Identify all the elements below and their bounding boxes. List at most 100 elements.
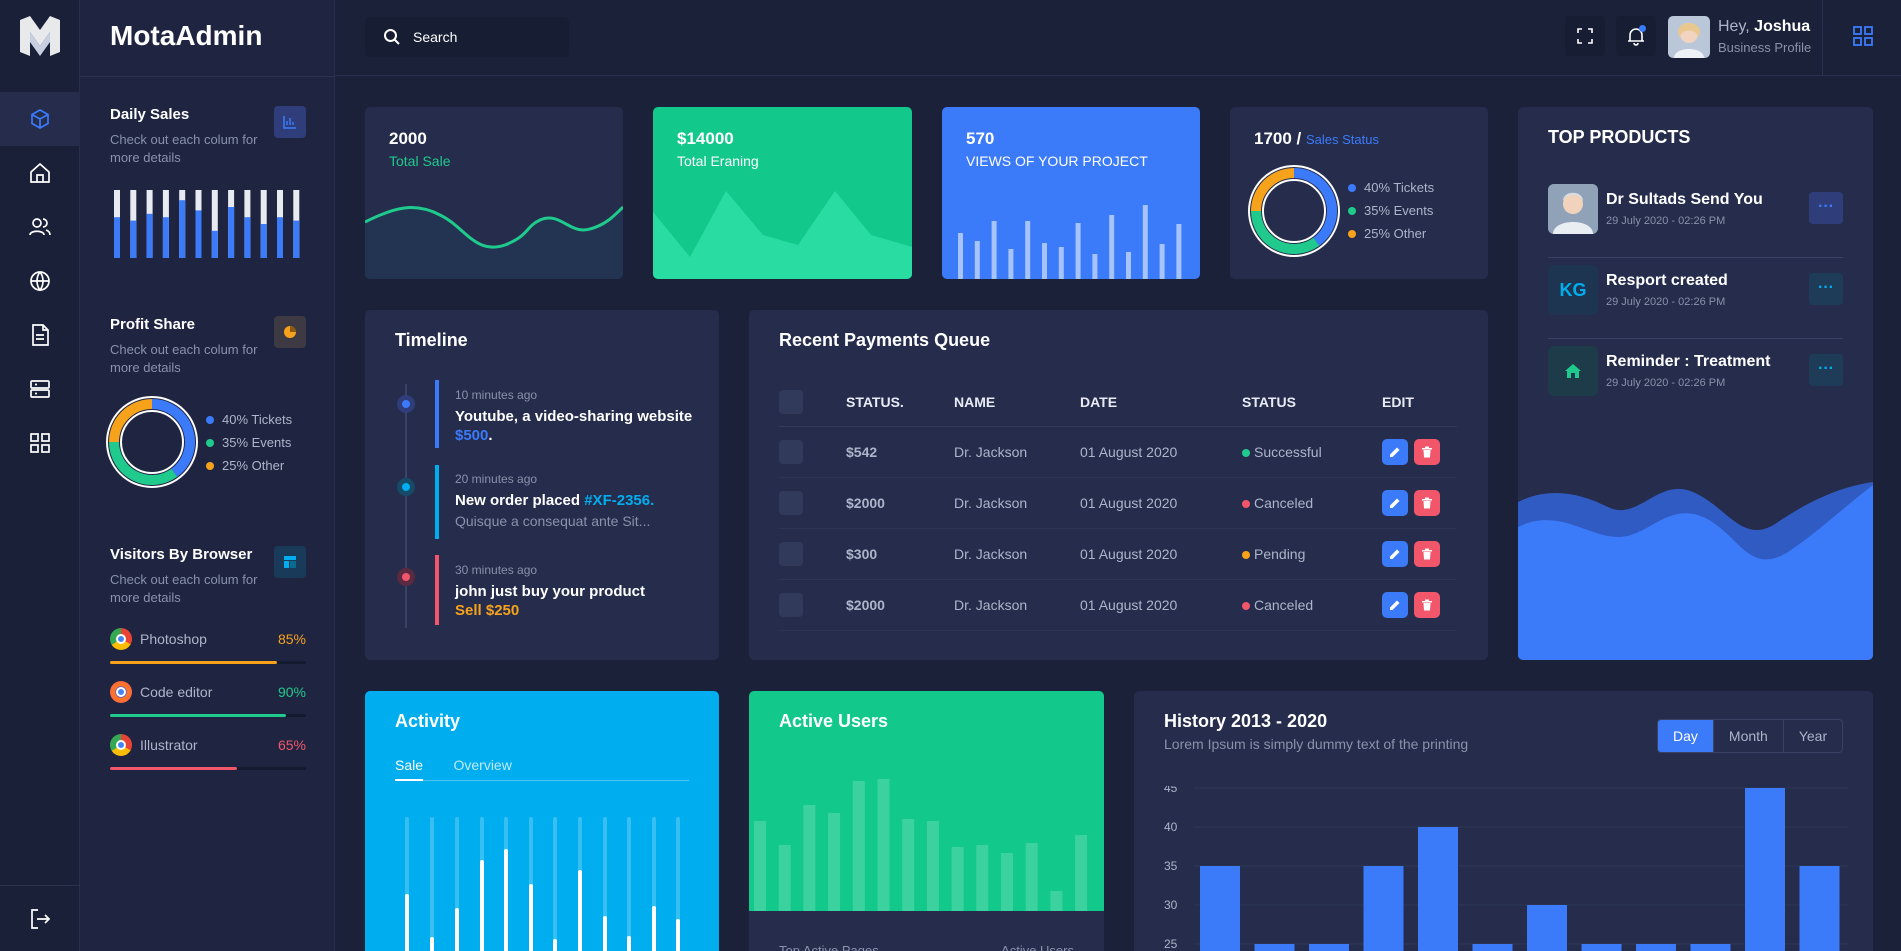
table-row[interactable]: $542 Dr. Jackson 01 August 2020 Successful xyxy=(779,426,1457,478)
avatar[interactable] xyxy=(1668,16,1710,58)
date-cell: 01 August 2020 xyxy=(1080,477,1242,529)
bar xyxy=(1254,944,1295,951)
nav-server[interactable] xyxy=(0,362,80,416)
edit-button[interactable] xyxy=(1382,438,1408,465)
logo-icon[interactable] xyxy=(16,12,64,60)
user-role: Business Profile xyxy=(1718,40,1812,55)
table-row[interactable]: $2000 Dr. Jackson 01 August 2020 Canceled xyxy=(779,477,1457,529)
sales-status-donut xyxy=(1248,165,1340,257)
bar xyxy=(958,233,963,279)
range-month[interactable]: Month xyxy=(1714,720,1784,752)
donut-ring xyxy=(1262,179,1326,243)
notifications-button[interactable] xyxy=(1616,16,1656,56)
edit-button[interactable] xyxy=(1382,540,1408,567)
search-input[interactable]: Search xyxy=(365,17,569,57)
bar xyxy=(244,217,251,258)
timeline-highlight[interactable]: #XF-2356. xyxy=(584,492,655,509)
pie-chart-icon[interactable] xyxy=(274,316,306,348)
pencil-icon xyxy=(1390,600,1400,610)
fullscreen-icon xyxy=(1577,28,1593,44)
status-cell: Pending xyxy=(1242,528,1382,580)
activity-card: Activity Sale Overview xyxy=(365,691,719,951)
active-users-chart xyxy=(754,779,1088,911)
legend-label: 35% Events xyxy=(222,435,292,450)
notification-dot xyxy=(1639,25,1646,32)
edit-button[interactable] xyxy=(1382,591,1408,618)
edit-cell xyxy=(1382,426,1457,478)
nav-users[interactable] xyxy=(0,200,80,254)
tab-overview[interactable]: Overview xyxy=(453,757,512,773)
nav-globe[interactable] xyxy=(0,254,80,308)
row-checkbox[interactable] xyxy=(779,541,803,566)
more-button[interactable]: ··· xyxy=(1809,192,1843,224)
user-greeting[interactable]: Hey, Joshua xyxy=(1718,18,1810,36)
bar xyxy=(1159,244,1165,279)
apps-button[interactable] xyxy=(1852,25,1874,52)
grid-icon xyxy=(30,433,50,453)
product-item[interactable]: KG Resport created 29 July 2020 - 02:26 PM… xyxy=(1548,258,1843,339)
bar xyxy=(803,805,816,911)
browser-percent: 90% xyxy=(277,684,306,700)
delete-button[interactable] xyxy=(1414,438,1440,465)
trash-icon xyxy=(1422,599,1432,610)
legend-item: 35% Events xyxy=(206,431,292,454)
status-text: Successful xyxy=(1254,443,1322,460)
total-earning-card: $14000 Total Eraning xyxy=(653,107,912,279)
nav-dashboard[interactable] xyxy=(0,92,80,146)
bar xyxy=(1581,944,1622,951)
legend-label: 25% Other xyxy=(1364,226,1427,241)
bar-chart-icon[interactable] xyxy=(274,106,306,138)
product-item[interactable]: Reminder : Treatment 29 July 2020 - 02:26… xyxy=(1548,339,1843,420)
select-all-checkbox[interactable] xyxy=(779,389,803,414)
globe-icon xyxy=(30,271,50,292)
timeline-highlight[interactable]: Sell $250 xyxy=(455,602,520,619)
fullscreen-button[interactable] xyxy=(1565,16,1605,56)
range-year[interactable]: Year xyxy=(1798,728,1828,744)
column-header[interactable]: DATE xyxy=(1080,378,1242,427)
timeline-marker xyxy=(435,555,439,625)
date-cell: 01 August 2020 xyxy=(1080,528,1242,580)
activity-tabs: Sale Overview xyxy=(395,757,689,781)
column-header[interactable]: STATUS. xyxy=(846,378,954,427)
table-row[interactable]: $300 Dr. Jackson 01 August 2020 Pending xyxy=(779,528,1457,580)
total-earning-label: Total Eraning xyxy=(677,153,759,169)
total-sale-value: 2000 xyxy=(389,129,427,148)
bar xyxy=(1363,866,1404,951)
timeline-highlight[interactable]: $500 xyxy=(455,427,489,444)
nav-home[interactable] xyxy=(0,146,80,200)
bar xyxy=(130,220,137,258)
edit-button[interactable] xyxy=(1382,489,1408,516)
logout-button[interactable] xyxy=(0,885,80,951)
nav-documents[interactable] xyxy=(0,308,80,362)
pencil-icon xyxy=(1390,447,1400,457)
more-button[interactable]: ··· xyxy=(1809,354,1843,386)
column-header: EDIT xyxy=(1382,378,1457,427)
top-products-card: TOP PRODUCTS Dr Sultads Send You 29 July … xyxy=(1518,107,1873,660)
payments-card: Recent Payments Queue STATUS. NAME DATE … xyxy=(749,310,1488,660)
column-header[interactable]: STATUS xyxy=(1242,378,1382,427)
delete-button[interactable] xyxy=(1414,591,1440,618)
row-checkbox[interactable] xyxy=(779,490,803,515)
product-item[interactable]: Dr Sultads Send You 29 July 2020 - 02:26 … xyxy=(1548,177,1843,258)
sales-status-link[interactable]: Sales Status xyxy=(1306,132,1379,147)
timeline-tail: . xyxy=(488,427,493,444)
more-button[interactable]: ··· xyxy=(1809,273,1843,305)
top-bar: Search Hey, Joshua Business Profile xyxy=(335,0,1901,76)
delete-button[interactable] xyxy=(1414,540,1440,567)
sales-status-legend: 40% Tickets 35% Events 25% Other xyxy=(1348,176,1434,245)
tab-sale[interactable]: Sale xyxy=(395,757,424,781)
delete-button[interactable] xyxy=(1414,489,1440,516)
table-row[interactable]: $2000 Dr. Jackson 01 August 2020 Canceled xyxy=(779,579,1457,631)
bar-track xyxy=(211,190,218,258)
pencil-icon xyxy=(1390,549,1400,559)
bar xyxy=(974,241,980,279)
nav-apps[interactable] xyxy=(0,416,80,470)
range-day[interactable]: Day xyxy=(1658,720,1714,752)
top-products-title: TOP PRODUCTS xyxy=(1548,127,1691,147)
bar xyxy=(1200,866,1240,951)
bar xyxy=(195,210,202,258)
row-checkbox[interactable] xyxy=(779,592,803,617)
row-checkbox[interactable] xyxy=(779,439,803,464)
column-header[interactable]: NAME xyxy=(954,378,1080,427)
layout-icon[interactable] xyxy=(274,546,306,578)
